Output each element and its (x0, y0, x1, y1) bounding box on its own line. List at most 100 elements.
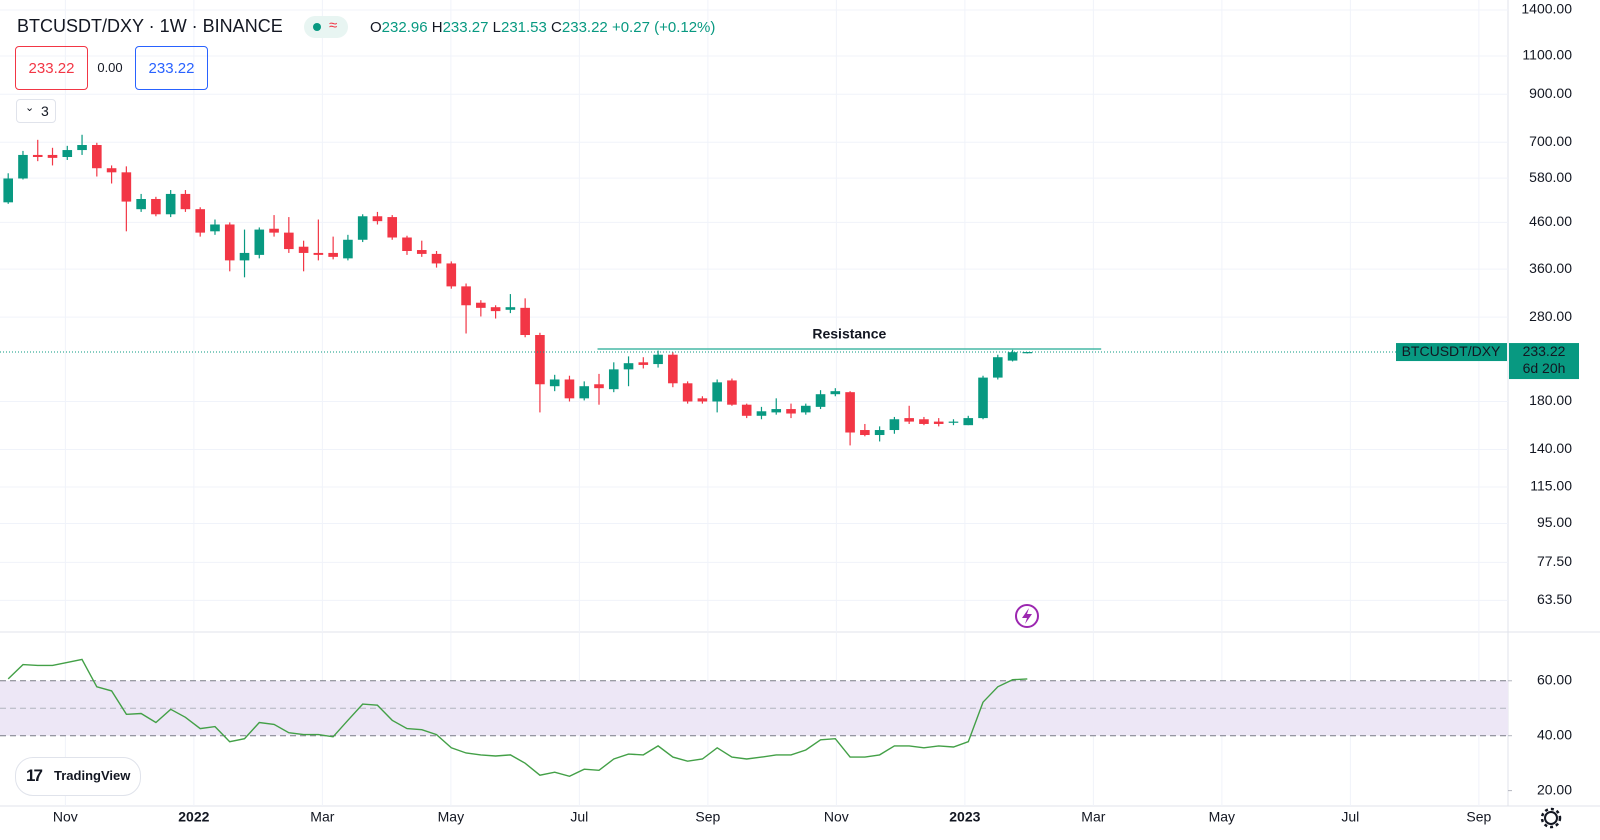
candle-body (195, 209, 206, 233)
candle-body (889, 419, 900, 431)
candle-body (608, 369, 619, 390)
candle-body (106, 168, 117, 173)
candle-body (77, 145, 87, 151)
candle-body (741, 404, 752, 416)
indicators-count: 3 (41, 103, 49, 119)
candle-body (963, 418, 974, 426)
candle-body (933, 421, 944, 424)
candle-body (756, 411, 767, 416)
marks (0, 134, 1508, 778)
x-tick-label: Sep (695, 809, 720, 825)
candle-body (298, 246, 309, 253)
price-tag-bg (1509, 343, 1579, 380)
candle-body (564, 379, 575, 399)
candle-body (771, 409, 782, 413)
candle-body (313, 252, 324, 255)
x-tick-label: Nov (824, 809, 849, 825)
y-tick-label: 280.00 (1529, 308, 1572, 324)
ohlc-letter: C (551, 19, 562, 36)
y-tick-label: 140.00 (1529, 440, 1572, 456)
annotation-label: Resistance (812, 326, 886, 342)
candle-body (992, 357, 1003, 378)
candle-body (3, 178, 14, 203)
y-tick-label: 900.00 (1529, 85, 1572, 101)
x-tick-label: Sep (1466, 809, 1491, 825)
logo-mark: 17 (26, 766, 43, 785)
icon-circle (1015, 604, 1039, 628)
y-tick-label: 1100.00 (1522, 47, 1572, 63)
ohlc-letter: L (492, 19, 501, 36)
lightning-icon[interactable] (1015, 604, 1039, 628)
ohlc-legend: O232.96 H233.27 L231.53 C233.22 +0.27 (+… (370, 19, 715, 36)
candle-body (151, 198, 161, 215)
status-pill[interactable]: ≈ (304, 16, 348, 38)
candle-body (180, 193, 191, 210)
ohlc-value: 232.96 (381, 19, 428, 36)
branding-text: TradingView (54, 768, 131, 783)
candle-body (697, 398, 708, 402)
x-tick-label: Nov (53, 809, 78, 825)
candle-body (269, 228, 279, 233)
candle-body (372, 216, 383, 222)
candle-body (387, 217, 398, 238)
candle-body (815, 394, 826, 407)
indicators-toggle[interactable]: ⌄ 3 (16, 99, 56, 123)
candle-body (47, 154, 58, 158)
ohlc-letter: O (370, 19, 382, 36)
x-tick-label: Mar (1081, 809, 1105, 825)
y-tick-label: 115.00 (1530, 478, 1572, 494)
y-tick-label: 460.00 (1529, 213, 1572, 229)
candle-body (343, 239, 353, 259)
chevron: ⌄ (25, 102, 35, 114)
candle-body (535, 335, 545, 385)
x-tick-label: May (438, 809, 464, 825)
y-tick-label: 60.00 (1537, 671, 1572, 687)
candle-body (638, 362, 649, 365)
candle-body (874, 430, 885, 436)
y-tick-label: 180.00 (1529, 392, 1572, 408)
grid (0, 0, 1512, 806)
candle-body (328, 252, 338, 257)
gear-teeth (1540, 807, 1562, 829)
candle-body (254, 229, 265, 255)
status-dot (313, 23, 321, 31)
x-tick-label: Jul (1341, 809, 1359, 825)
candle-body (579, 386, 590, 399)
y-tick-label: 1400.00 (1521, 1, 1572, 17)
gear-ring (1544, 811, 1558, 825)
candle-body (210, 224, 220, 232)
ohlc-value: 233.22 (561, 19, 608, 36)
candle-body (18, 154, 28, 179)
buy-button[interactable]: 233.22 (135, 46, 208, 90)
candle-body (845, 392, 855, 433)
candle-body (978, 377, 988, 419)
candle-body (919, 419, 929, 424)
candle-body (357, 216, 368, 240)
candle-body (682, 383, 693, 402)
status-icon: ≈ (329, 17, 338, 34)
x-tick-label: Mar (310, 809, 334, 825)
settings-icon[interactable] (1540, 807, 1562, 829)
candle-body (520, 307, 530, 336)
rsi-line (7, 658, 1028, 778)
candle-body (653, 354, 663, 365)
x-tick-label: 2022 (178, 809, 209, 825)
price-tag: 233.22 (1523, 343, 1566, 359)
candle-body (165, 193, 176, 215)
countdown: 6d 20h (1523, 360, 1566, 376)
spread: 0.00 (97, 59, 123, 75)
candle-body (668, 354, 678, 384)
candle-body (594, 384, 604, 389)
ohlc-value: 233.27 (442, 19, 489, 36)
candle-body (402, 237, 412, 251)
sell-button[interactable]: 233.22 (15, 46, 88, 90)
candle-body (904, 418, 914, 422)
y-tick-label: 40.00 (1537, 726, 1572, 742)
branding-badge[interactable]: 17 TradingView (15, 757, 141, 796)
symbol-title[interactable]: BTCUSDT/DXY · 1W · BINANCE (17, 16, 283, 36)
icon-bolt (1022, 608, 1032, 624)
candle-body (32, 154, 43, 157)
candle-body (62, 150, 73, 157)
